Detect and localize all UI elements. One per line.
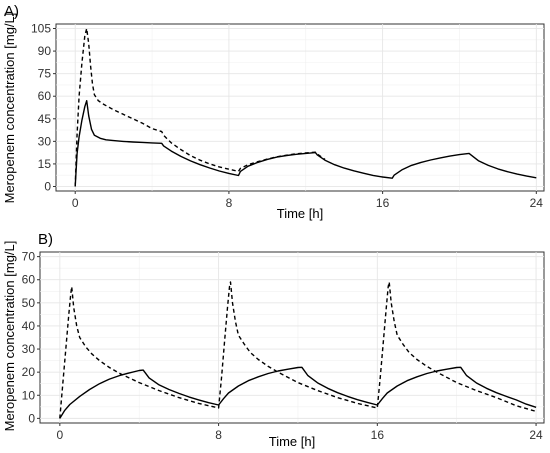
panel-b-y-tick-label: 20 <box>22 365 36 379</box>
panel-a-y-tick-label: 45 <box>38 112 52 126</box>
panel-a-y-tick-label: 30 <box>38 134 52 148</box>
panel-b-y-tick-label: 50 <box>22 296 36 310</box>
panel-a-y-tick-label: 75 <box>38 67 52 81</box>
panel-a-y-axis-title: Meropenem concentration [mg/L] <box>2 13 17 204</box>
panel-a-gridlines <box>56 24 544 191</box>
panel-a-axis-ticks: 0 15 30 45 60 75 90 105 0 8 16 24 <box>31 22 543 210</box>
panel-a-label: A) <box>4 3 19 20</box>
panel-b-y-tick-label: 60 <box>22 273 36 287</box>
panel-a-x-tick-label: 16 <box>376 196 390 210</box>
panel-b: B) 0 10 20 30 40 50 60 70 0 8 16 24 Time [h] Merope… <box>2 231 545 449</box>
panel-b-x-tick-label: 16 <box>371 428 385 442</box>
panel-a-y-tick-label: 15 <box>38 157 52 171</box>
panel-a-y-tick-label: 90 <box>38 44 52 58</box>
panel-a-y-tick-label: 105 <box>31 22 51 36</box>
panel-a: A) 0 15 30 45 60 75 90 105 0 8 16 24 Time [h] Merop… <box>2 3 545 221</box>
panel-b-series-solid <box>59 366 537 419</box>
panel-b-y-tick-label: 30 <box>22 342 36 356</box>
panel-b-label: B) <box>38 231 53 248</box>
panel-b-y-tick-label: 70 <box>22 250 36 264</box>
panel-b-x-axis-title: Time [h] <box>269 434 315 449</box>
panel-b-y-axis-title: Meropenem concentration [mg/L] <box>2 241 17 432</box>
panel-b-axis-ticks: 0 10 20 30 40 50 60 70 0 8 16 24 <box>22 250 543 442</box>
panel-b-series-dashed <box>59 281 537 419</box>
panel-a-x-tick-label: 0 <box>72 196 79 210</box>
panel-a-y-tick-label: 0 <box>44 179 51 193</box>
panel-a-x-tick-label: 8 <box>226 196 233 210</box>
panel-a-x-tick-label: 24 <box>530 196 544 210</box>
panel-b-y-tick-label: 40 <box>22 319 36 333</box>
panel-b-x-tick-label: 0 <box>56 428 63 442</box>
panel-b-x-tick-label: 24 <box>529 428 543 442</box>
panel-a-y-tick-label: 60 <box>38 89 52 103</box>
panel-a-x-axis-title: Time [h] <box>277 206 323 221</box>
panel-a-series-dashed <box>74 27 326 187</box>
panel-b-y-tick-label: 0 <box>28 411 35 425</box>
panel-b-x-tick-label: 8 <box>215 428 222 442</box>
panel-b-series <box>59 281 537 419</box>
panel-a-series-solid <box>74 100 537 187</box>
panel-b-gridlines <box>40 252 544 423</box>
panel-b-y-tick-label: 10 <box>22 388 36 402</box>
panel-a-series <box>74 27 537 187</box>
